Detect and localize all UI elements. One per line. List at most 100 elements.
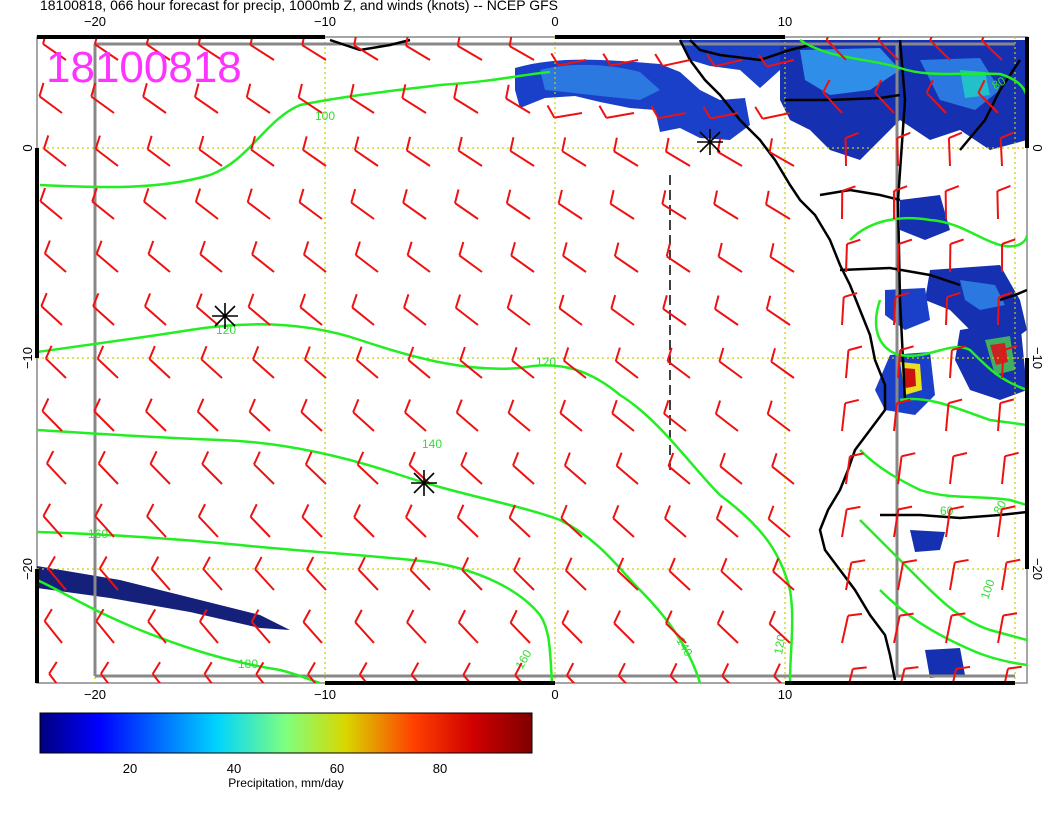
wind-barb-feather — [90, 82, 97, 97]
wind-barb-shaft — [45, 357, 67, 379]
wind-barb-feather — [845, 132, 859, 139]
wind-barb-shaft — [507, 412, 531, 432]
wind-barb-feather — [843, 292, 858, 299]
wind-barb-shaft — [460, 464, 483, 485]
wind-barb-feather — [149, 450, 158, 465]
wind-barb-shaft — [893, 509, 900, 538]
lat-tick-label: −20 — [20, 558, 35, 580]
wind-barb-feather — [460, 451, 468, 466]
wind-barb-feather — [946, 291, 961, 298]
wind-barb-shaft — [253, 463, 275, 485]
wind-barb-shaft — [977, 92, 999, 114]
wind-barb-shaft — [249, 516, 271, 538]
wind-barb-feather — [358, 662, 368, 676]
wind-barb-feather — [353, 136, 360, 151]
wind-barb-feather — [613, 242, 620, 257]
wind-barb-feather — [563, 452, 571, 466]
wind-barb-shaft — [981, 39, 1003, 61]
wind-barb-shaft — [356, 464, 379, 485]
wind-barb-shaft — [403, 306, 427, 326]
wind-barb-feather — [299, 293, 307, 308]
wind-barb-feather — [147, 608, 157, 622]
wind-barb-shaft — [559, 412, 583, 432]
wind-barb-shaft — [507, 307, 531, 326]
wind-barb-feather — [981, 37, 985, 41]
wind-barb-feather — [143, 188, 150, 202]
wind-barb-feather — [1003, 345, 1018, 352]
wind-barb-shaft — [100, 673, 110, 683]
wind-barb-feather — [197, 503, 206, 518]
wind-barb-shaft — [999, 137, 1003, 167]
wind-barb-shaft — [146, 515, 167, 538]
wind-barb-feather — [302, 609, 312, 623]
wind-barb-shaft — [350, 201, 375, 220]
wind-barb-feather — [654, 53, 664, 67]
wind-barb-shaft — [353, 516, 375, 538]
wind-barb-feather — [721, 663, 730, 677]
wind-barb-feather — [147, 240, 155, 255]
wind-barb-shaft — [561, 150, 587, 167]
wind-barb-shaft — [97, 463, 119, 485]
wind-barb-shaft — [248, 411, 271, 432]
wind-barb-shaft — [457, 516, 479, 538]
wind-barb-feather — [92, 292, 100, 307]
wind-barb-shaft — [42, 515, 63, 538]
wind-barb-feather — [144, 293, 151, 307]
wind-barb-feather — [408, 451, 416, 466]
wind-barb-shaft — [897, 350, 902, 379]
wind-barb-feather — [202, 556, 211, 570]
wind-barb-shaft — [303, 253, 327, 273]
wind-barb-shaft — [354, 149, 379, 167]
wind-barb-feather — [841, 185, 856, 192]
wind-barb-shaft — [566, 674, 576, 683]
wind-barbs — [38, 37, 1022, 683]
wind-barb-shaft — [43, 147, 67, 167]
wind-barb-shaft — [406, 621, 427, 644]
wind-barb-feather — [145, 398, 153, 412]
wind-barb-shaft — [717, 622, 739, 644]
wind-barb-shaft — [769, 151, 795, 167]
wind-barb-shaft — [666, 255, 691, 273]
wind-barb-feather — [901, 452, 916, 458]
wind-barb-shaft — [771, 465, 795, 485]
wind-barb-shaft — [997, 509, 1003, 538]
wind-barb-shaft — [929, 39, 951, 61]
wind-barb-feather — [953, 452, 968, 458]
wind-barb-feather — [459, 346, 466, 361]
wind-barb-feather — [41, 397, 50, 412]
wind-barb-feather — [510, 241, 516, 256]
wind-barb-feather — [925, 79, 934, 94]
wind-barb-feather — [769, 243, 775, 258]
wind-barb-shaft — [150, 568, 171, 591]
wind-barb-feather — [929, 37, 933, 41]
page-title: 18100818, 066 hour forecast for precip, … — [40, 0, 558, 13]
wind-barb-feather — [43, 240, 51, 254]
wind-barb-feather — [754, 106, 764, 120]
wind-barb-shaft — [997, 403, 1002, 432]
wind-barb-feather — [898, 505, 913, 511]
wind-barb-feather — [902, 559, 918, 564]
center-marker-icon — [697, 129, 723, 155]
wind-barb-feather — [509, 609, 518, 624]
wind-barb-shaft — [359, 674, 369, 683]
wind-barb-feather — [852, 666, 867, 670]
wind-barb-feather — [91, 187, 98, 202]
wind-barb-shaft — [997, 615, 1005, 644]
precip-area — [960, 70, 990, 98]
contour-label: 160 — [88, 527, 108, 541]
wind-barb-shaft — [949, 456, 955, 485]
wind-barb-feather — [664, 505, 671, 519]
wind-barb-feather — [1000, 398, 1015, 405]
wind-barb-shaft — [148, 358, 171, 379]
wind-barb-feather — [669, 662, 678, 677]
wind-barb-shaft — [143, 200, 167, 220]
wind-barb-shaft — [615, 360, 639, 379]
wind-barb-shaft — [255, 673, 265, 683]
wind-barb-feather — [302, 241, 310, 256]
wind-barb-feather — [307, 661, 316, 676]
wind-barb-feather — [405, 504, 413, 518]
wind-barb-feather — [95, 608, 105, 622]
wind-barb-shaft — [896, 137, 899, 167]
wind-barb-feather — [613, 610, 621, 624]
